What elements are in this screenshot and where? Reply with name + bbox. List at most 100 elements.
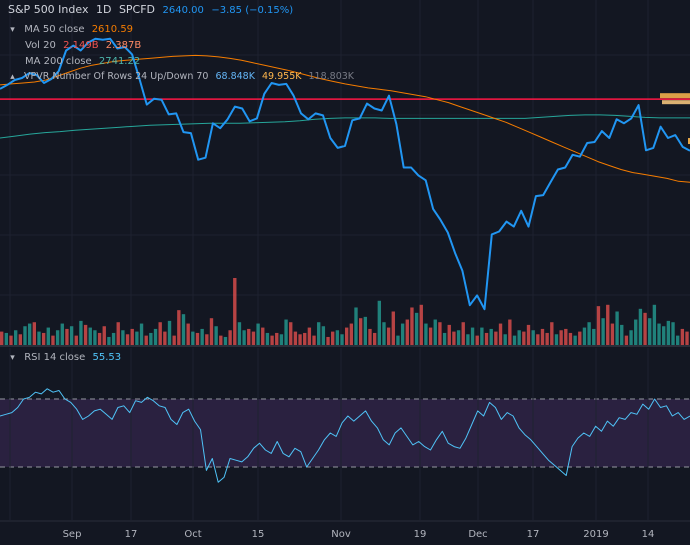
volume-bar [130, 328, 134, 345]
ma50-label: MA 50 close [24, 24, 85, 35]
volume-bar [382, 322, 386, 345]
volume-bar [275, 332, 279, 345]
axis-layer: Sep 17 Oct 15 Nov 19 Dec 17 2019 14 [0, 520, 690, 540]
volume-bar [480, 327, 484, 345]
volume-bar [447, 324, 451, 345]
grid-layer [0, 0, 690, 345]
x-tick-label: Dec [468, 529, 487, 540]
volume-bar [428, 327, 433, 345]
volume-bar [550, 322, 554, 345]
volume-bar [484, 332, 489, 345]
volume-bar [522, 331, 526, 345]
volume-bar [606, 304, 610, 345]
x-tick-label: Sep [63, 529, 82, 540]
volume-bar [293, 331, 298, 345]
volume-bar [18, 334, 23, 345]
volume-bar [536, 334, 540, 345]
volume-bar [564, 328, 568, 345]
volume-bar [657, 323, 661, 345]
rsi-line [0, 388, 690, 483]
volume-bar [596, 306, 601, 345]
volume-bar [88, 327, 92, 345]
x-tick-label: 19 [414, 529, 427, 540]
volume-bar [167, 320, 172, 345]
chevron-down-icon[interactable]: ▾ [10, 353, 15, 363]
volume-bar [139, 323, 144, 345]
rsi-band-layer [0, 345, 690, 520]
volume-bar [83, 324, 88, 345]
legend-ma200[interactable]: MA 200 close 2741.22 [25, 56, 144, 67]
volume-bar [228, 330, 232, 345]
vpvr-value-3: 118.803K [308, 71, 355, 82]
volume-bar [475, 335, 479, 345]
symbol-title: S&P 500 Index [8, 3, 89, 16]
volume-bar [265, 332, 270, 345]
ma50-line [0, 54, 690, 183]
volume-bar [368, 328, 372, 345]
volume-bar [508, 319, 512, 345]
x-tick-label: 14 [642, 529, 655, 540]
volume-bar [251, 331, 256, 345]
volume-bar [559, 330, 563, 345]
volume-bar [289, 322, 293, 345]
volume-bar [186, 323, 190, 345]
volume-bar [326, 336, 330, 345]
legend-vpvr[interactable]: ▴ VPVR Number Of Rows 24 Up/Down 70 68.8… [8, 71, 358, 82]
volume-bar [51, 335, 55, 345]
volume-bar [237, 322, 242, 345]
volume-bar [442, 332, 447, 345]
volume-bar [163, 331, 167, 345]
volume-bar [526, 324, 531, 345]
volume-bar [498, 323, 503, 345]
volume-bar [680, 328, 685, 345]
volume-bar [629, 330, 633, 345]
volume-bar [531, 330, 535, 345]
volume-bar [247, 328, 251, 345]
chevron-up-icon[interactable]: ▴ [10, 72, 15, 82]
legend-rsi[interactable]: ▾ RSI 14 close 55.53 [8, 352, 125, 363]
volume-bar [573, 335, 577, 345]
vol-label: Vol 20 [25, 40, 56, 51]
volume-bar [256, 323, 260, 345]
volume-bar [60, 323, 64, 345]
vpvr-bar [660, 93, 690, 99]
interval: 1D [95, 3, 112, 16]
volume-bar [335, 330, 340, 345]
volume-bar [79, 320, 83, 345]
vpvr-bar [688, 138, 690, 145]
volume-bar [648, 318, 652, 345]
vpvr-value-2: 49.955K [262, 71, 302, 82]
volume-bar [284, 319, 288, 345]
vol-value-1: 2.149B [63, 40, 99, 51]
volume-bar [554, 334, 559, 345]
volume-bar [620, 324, 624, 345]
volume-bar [587, 322, 591, 345]
volume-bar [4, 332, 9, 345]
volume-bar [242, 330, 246, 345]
volume-bar [233, 278, 237, 345]
vpvr-layer [660, 93, 690, 145]
volume-bar [195, 332, 200, 345]
vpvr-value-1: 68.848K [215, 71, 255, 82]
volume-bar [303, 332, 307, 345]
volume-bar [676, 335, 680, 345]
volume-bar [433, 319, 437, 345]
volume-bar [321, 326, 326, 345]
volume-bar [27, 323, 32, 345]
chevron-down-icon[interactable]: ▾ [10, 25, 15, 35]
volume-bar [438, 322, 442, 345]
volume-bar [55, 330, 60, 345]
volume-bar [652, 304, 657, 345]
volume-layer [0, 278, 689, 345]
rsi-label: RSI 14 close [24, 352, 86, 363]
volume-bar [638, 308, 643, 345]
volume-bar [685, 331, 689, 345]
volume-bar [144, 335, 148, 345]
vpvr-label: VPVR Number Of Rows 24 Up/Down 70 [24, 71, 209, 82]
legend-vol[interactable]: Vol 20 2.149B 2.387B [25, 40, 145, 51]
legend-ma50[interactable]: ▾ MA 50 close 2610.59 [8, 24, 137, 35]
volume-bar [181, 314, 186, 345]
volume-bar [200, 328, 204, 345]
volume-bar [354, 307, 358, 345]
